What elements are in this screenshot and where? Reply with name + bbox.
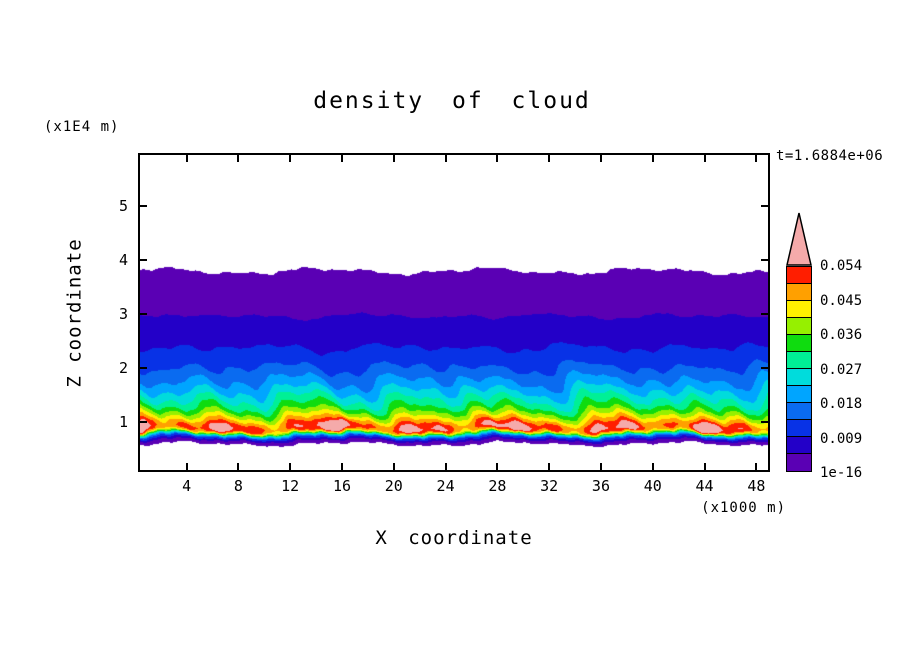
axis-tickmark — [703, 155, 706, 162]
colorbar-tick-label: 0.036 — [820, 327, 863, 343]
contour-plot-canvas — [140, 155, 768, 470]
axis-tickmark — [237, 155, 240, 162]
colorbar-tick-label: 1e-16 — [820, 465, 863, 481]
axis-tickmark — [185, 463, 188, 470]
axis-tickmark — [140, 421, 147, 424]
axis-tickmark — [140, 313, 147, 316]
colorbar-cell — [787, 437, 811, 454]
colorbar-cell — [787, 318, 811, 335]
colorbar-cell — [787, 284, 811, 301]
x-tick-label: 32 — [540, 477, 559, 495]
axis-tickmark — [761, 367, 768, 370]
axis-tickmark — [755, 463, 758, 470]
colorbar-cell — [787, 403, 811, 420]
axis-tickmark — [392, 155, 395, 162]
y-tick-label: 5 — [118, 197, 128, 216]
axis-tickmark — [761, 259, 768, 262]
colorbar-tick-label: 0.018 — [820, 396, 863, 412]
axis-tickmark — [651, 463, 654, 470]
x-axis-label: X coordinate — [375, 527, 533, 549]
axis-tickmark — [755, 155, 758, 162]
axis-tickmark — [444, 463, 447, 470]
colorbar-cell — [787, 301, 811, 318]
x-tick-label: 12 — [281, 477, 300, 495]
axis-tickmark — [289, 463, 292, 470]
x-tick-label: 40 — [643, 477, 662, 495]
axis-tickmark — [496, 155, 499, 162]
z-axis-unit: (x1E4 m) — [44, 119, 120, 135]
colorbar-cell — [787, 335, 811, 352]
z-axis-label: Z coordinate — [58, 153, 92, 472]
x-tick-label: 48 — [747, 477, 766, 495]
chart-title: density of cloud — [313, 88, 591, 114]
axis-tickmark — [496, 463, 499, 470]
y-tick-label: 2 — [118, 359, 128, 378]
axis-tickmark — [237, 463, 240, 470]
axis-tickmark — [761, 421, 768, 424]
colorbar-tick-label: 0.054 — [820, 258, 863, 274]
x-tick-label: 4 — [182, 477, 192, 495]
colorbar-tick-label: 0.045 — [820, 292, 863, 309]
y-tick-label: 4 — [118, 251, 128, 270]
x-tick-label: 8 — [233, 477, 243, 495]
axis-tickmark — [548, 463, 551, 470]
x-tick-label: 16 — [332, 477, 352, 495]
x-tick-label: 44 — [695, 477, 714, 495]
y-tick-label: 3 — [118, 305, 128, 324]
axis-tickmark — [761, 205, 768, 208]
axis-tickmark — [140, 259, 147, 262]
axis-tickmark — [340, 155, 343, 162]
colorbar-tick-label: 0.027 — [820, 361, 863, 378]
x-tick-label: 24 — [436, 477, 455, 495]
y-tick-label: 1 — [118, 413, 128, 432]
z-axis-label-text: Z coordinate — [64, 237, 86, 388]
colorbar-cell — [787, 369, 811, 386]
x-tick-label: 20 — [384, 477, 403, 495]
colorbar-cell — [787, 352, 811, 369]
x-tick-label: 28 — [488, 477, 507, 495]
axis-tickmark — [651, 155, 654, 162]
axis-tickmark — [140, 367, 147, 370]
time-label: t=1.6884e+06 — [776, 148, 884, 164]
axis-tickmark — [599, 155, 602, 162]
colorbar: 1e-16 0.009 0.018 0.027 0.036 0.045 0.054 — [786, 212, 876, 492]
colorbar-cells — [786, 266, 812, 472]
colorbar-cell — [787, 267, 811, 284]
colorbar-cell — [787, 454, 811, 471]
axis-tickmark — [444, 155, 447, 162]
axis-tickmark — [548, 155, 551, 162]
axis-tickmark — [289, 155, 292, 162]
axis-tickmark — [599, 463, 602, 470]
axis-tickmark — [140, 205, 147, 208]
axis-tickmark — [761, 313, 768, 316]
axis-tickmark — [392, 463, 395, 470]
colorbar-cell — [787, 420, 811, 437]
x-tick-label: 36 — [591, 477, 610, 495]
plot-area — [138, 153, 770, 472]
axis-tickmark — [185, 155, 188, 162]
colorbar-overflow-arrow-icon — [786, 212, 812, 266]
axis-tickmark — [703, 463, 706, 470]
x-axis-unit: (x1000 m) — [701, 500, 786, 516]
colorbar-cell — [787, 386, 811, 403]
colorbar-tick-label: 0.009 — [820, 430, 863, 447]
axis-tickmark — [340, 463, 343, 470]
